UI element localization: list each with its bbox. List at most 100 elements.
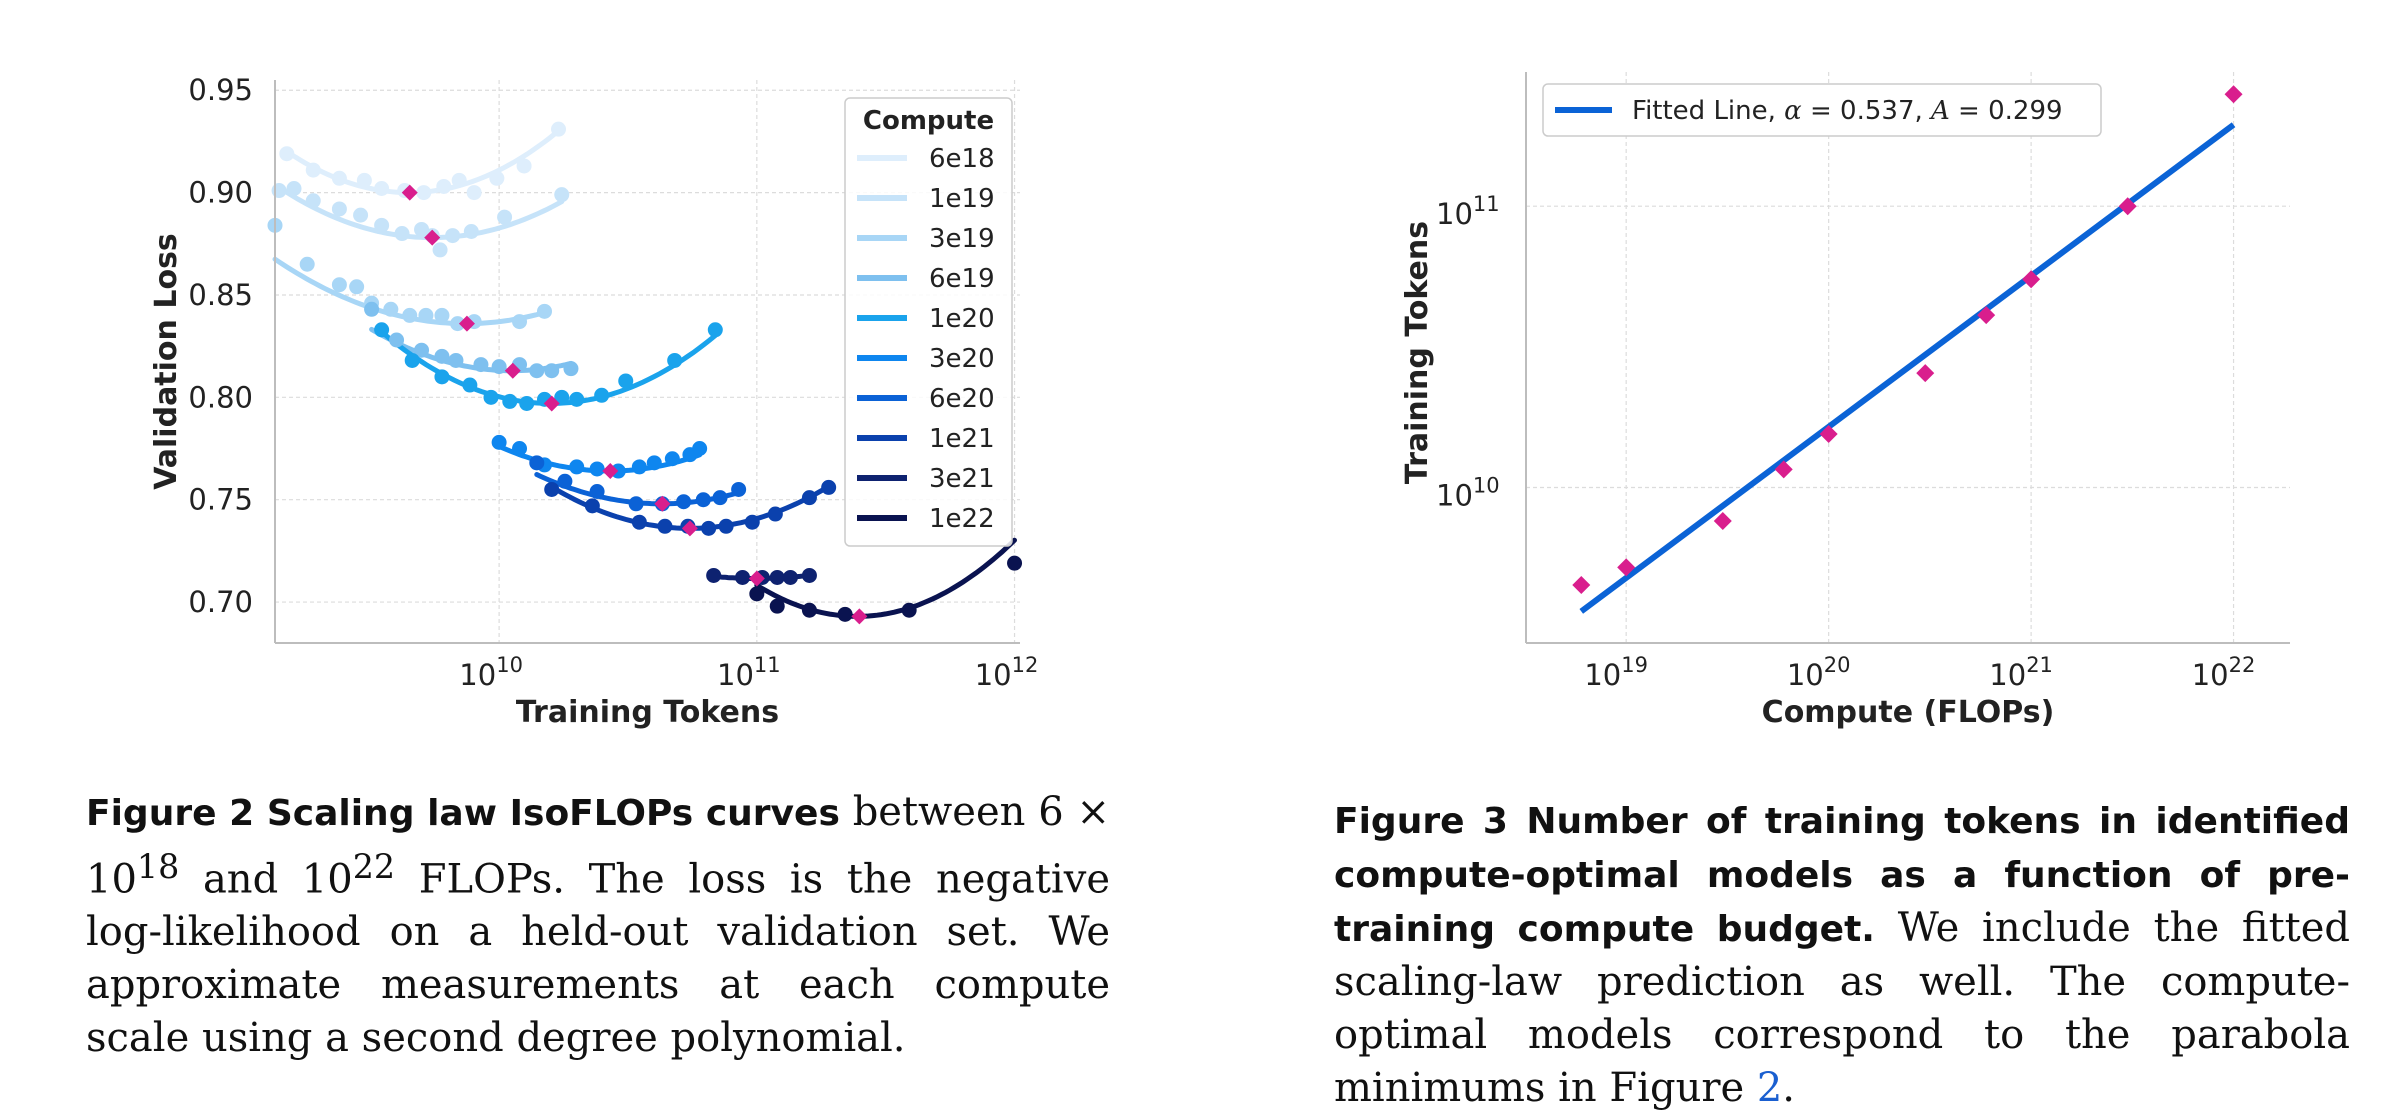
figure3-caption-text2: .: [1782, 1065, 1796, 1111]
chart1-y-tick-label-0: 0.95: [188, 73, 253, 107]
chart2-y-tick-label-1: 1011: [1436, 192, 1500, 231]
point-1e19-3: [331, 201, 347, 217]
chart1-legend-box: [844, 97, 1013, 547]
minimum-marker-1e22: [851, 608, 868, 625]
fit-curve-1e19: [276, 185, 565, 241]
point-1e21-6: [718, 518, 734, 534]
point-3e19-3: [349, 279, 365, 295]
chart1-y-tick-label-3: 0.80: [188, 380, 253, 414]
point-3e20-8: [664, 451, 680, 467]
point-6e20-1: [557, 473, 573, 489]
point-6e19-5: [473, 357, 489, 373]
legend-label-6e19: 6e19: [929, 264, 995, 294]
point-6e20-7: [712, 490, 728, 506]
point-1e21-7: [744, 514, 760, 530]
point-3e20-6: [631, 459, 647, 475]
figure2-caption-exp2: 22: [352, 847, 396, 886]
point-1e20-13: [707, 322, 723, 338]
figure2-caption-text2: and 10: [179, 856, 353, 903]
point-3e19-1: [299, 256, 315, 272]
chart1-axes: [274, 80, 1020, 644]
point-6e20-2: [589, 484, 605, 500]
figure3-caption-lead: Figure 3 Number of training tokens in id…: [1334, 801, 2350, 950]
point-6e20-5: [676, 494, 692, 510]
point-6e18-4: [374, 181, 390, 197]
chart1-y-tick-label-5: 0.70: [188, 585, 253, 619]
point-6e20-3: [628, 496, 644, 512]
point-6e20-6: [695, 492, 711, 508]
point-3e20-3: [569, 459, 585, 475]
point-1e20-3: [462, 377, 478, 393]
point-6e18-3: [356, 172, 372, 188]
chart1-x-tick-label-1: 1011: [717, 653, 781, 692]
chart2-point-7: [2022, 270, 2041, 289]
point-3e20-10: [692, 441, 708, 457]
figure3-caption: Figure 3 Number of training tokens in id…: [1334, 794, 2350, 1115]
chart1-x-tick-label-0: 1010: [459, 653, 523, 692]
chart2-data-points: [1572, 85, 2243, 595]
point-3e21-1: [735, 569, 751, 585]
point-3e19-12: [537, 303, 553, 319]
minimum-marker-3e21: [748, 570, 765, 587]
point-3e21-3: [769, 569, 785, 585]
chart2-point-3: [1774, 460, 1793, 479]
minimum-marker-3e19: [458, 315, 475, 332]
point-1e20-0: [374, 322, 390, 338]
point-6e19-2: [414, 342, 430, 358]
point-1e20-10: [594, 387, 610, 403]
point-1e21-2: [631, 514, 647, 530]
chart2-point-4: [1819, 424, 1838, 443]
point-6e18-12: [551, 121, 567, 137]
point-3e21-5: [801, 567, 817, 583]
point-6e18-11: [516, 158, 532, 174]
chart1-x-axis-label: Training Tokens: [516, 695, 779, 730]
point-1e20-4: [483, 389, 499, 405]
point-6e18-9: [466, 185, 482, 201]
point-3e19-5: [383, 301, 399, 317]
point-6e19-6: [491, 359, 507, 375]
point-1e21-10: [821, 479, 837, 495]
chart2-point-8: [2118, 197, 2137, 216]
figure-charts: 0.95 0.90 0.85 0.80 0.75 0.70 1010 1011 1012 Tra…: [149, 72, 2290, 730]
chart2-point-5: [1916, 364, 1935, 383]
point-6e18-10: [489, 170, 505, 186]
legend-label-3e19: 3e19: [929, 224, 995, 254]
point-1e20-11: [618, 373, 634, 389]
point-3e19-6: [402, 307, 418, 323]
point-6e18-7: [436, 178, 452, 194]
point-1e21-9: [801, 490, 817, 506]
chart2-legend-alpha: 0.537: [1840, 96, 1914, 126]
point-1e20-1: [404, 352, 420, 368]
point-6e19-9: [544, 363, 560, 379]
point-3e20-1: [512, 441, 528, 457]
point-3e20-4: [589, 461, 605, 477]
point-3e20-7: [646, 455, 662, 471]
point-6e18-8: [451, 172, 467, 188]
point-1e19-6: [394, 226, 410, 242]
chart1-gridlines: [275, 80, 1020, 643]
minimum-marker-1e21: [681, 520, 698, 537]
chart2-legend-label: Fitted Line, α = 0.537, A = 0.299: [1632, 96, 2063, 126]
point-1e22-4: [901, 602, 917, 618]
isoflops-chart: 0.95 0.90 0.85 0.80 0.75 0.70 1010 1011 1012 Tra…: [149, 73, 1038, 730]
point-1e19-0: [271, 183, 287, 199]
chart1-y-axis-label: Validation Loss: [149, 233, 184, 490]
point-1e20-6: [519, 395, 535, 411]
legend-label-1e21: 1e21: [929, 424, 995, 454]
point-3e19-7: [418, 307, 434, 323]
figure2-caption-exp1: 18: [136, 847, 180, 886]
point-3e19-11: [512, 314, 528, 330]
point-3e20-0: [491, 434, 507, 450]
minimum-marker-1e19: [424, 229, 441, 246]
chart2-axes: [1525, 72, 2290, 644]
chart1-x-tick-label-2: 1012: [975, 653, 1039, 692]
point-6e20-8: [731, 481, 747, 497]
legend-label-6e18: 6e18: [929, 144, 995, 174]
chart2-legend-eq2: =: [1950, 96, 1988, 126]
compute-optimal-chart: 1019 1020 1021 1022 1010 1011 Compute (FLOPs)…: [1400, 72, 2290, 730]
A-symbol: A: [1929, 96, 1950, 126]
point-1e19-10: [445, 228, 461, 244]
point-1e19-2: [305, 193, 321, 209]
point-6e19-4: [448, 352, 464, 368]
figure-2-link[interactable]: 2: [1756, 1065, 1783, 1111]
